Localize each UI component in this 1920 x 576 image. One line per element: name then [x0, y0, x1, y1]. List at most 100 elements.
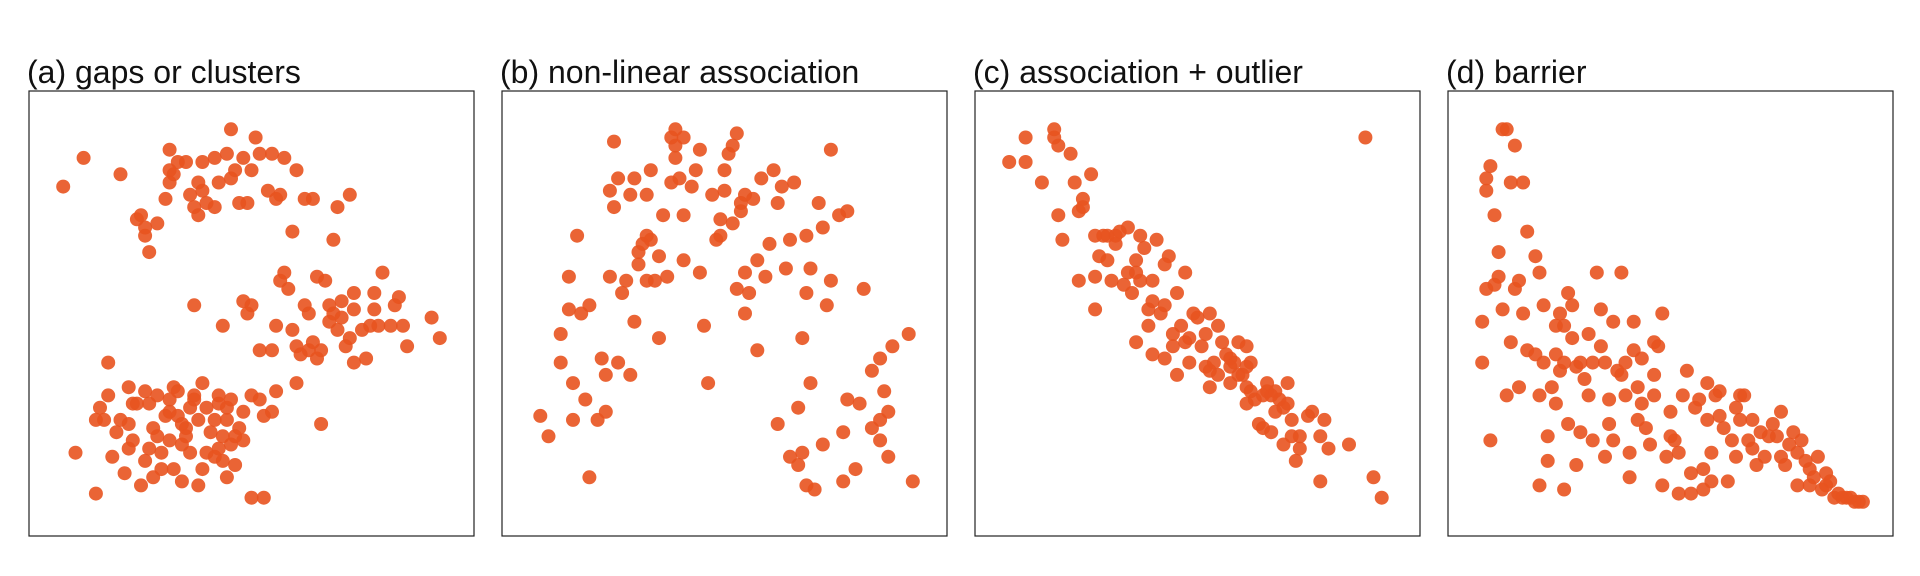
panel-d-point-29	[1540, 453, 1555, 468]
panel-b-point-98	[856, 281, 871, 296]
panel-c-point-22	[1104, 273, 1119, 288]
panel-d-point-40	[1569, 458, 1584, 472]
panel-a-point-23	[207, 200, 222, 215]
panel-d-point-131	[1532, 265, 1547, 280]
panel-a-point-40	[260, 183, 275, 198]
panel-c-title: (c) association + outlier	[973, 54, 1303, 90]
panel-d-point-137	[1622, 470, 1637, 485]
panel-d-point-106	[1794, 433, 1809, 448]
panel-d-point-9	[1491, 269, 1506, 284]
panel-d-point-50	[1602, 417, 1617, 431]
panel-d-point-104	[1790, 478, 1805, 493]
panel-b-point-87	[815, 220, 830, 235]
panel-d-point-95	[1757, 449, 1772, 464]
panel-c-point-36	[1145, 273, 1160, 288]
panel-a-point-101	[121, 380, 136, 395]
panel-c-point-98	[1223, 359, 1238, 374]
panel-b-point-114	[750, 343, 765, 358]
panel-b-point-73	[778, 261, 793, 276]
panel-b-point-56	[725, 216, 740, 231]
panel-d-point-76	[1692, 392, 1707, 407]
panel-a-point-16	[183, 187, 198, 202]
panel-a-point-34	[248, 130, 263, 145]
panel-a-point-15	[179, 155, 193, 169]
panel-b-point-44	[676, 208, 691, 223]
panel-a-point-168	[97, 412, 112, 427]
panel-d-point-88	[1733, 412, 1748, 427]
panel-a-point-142	[314, 417, 329, 431]
panel-a-point-171	[236, 404, 251, 419]
panel-b-point-54	[717, 163, 732, 178]
panel-a-point-170	[174, 417, 189, 431]
panel-c-point-52	[1198, 327, 1213, 341]
panel-a-point-24	[211, 175, 226, 190]
panel-b-point-83	[803, 376, 818, 391]
panel-b-point-58	[729, 126, 744, 141]
panel-b-point-42	[672, 171, 687, 186]
panel-b-point-18	[607, 134, 621, 149]
panel-a-point-96	[68, 445, 83, 460]
panel-b-point-117	[664, 130, 679, 145]
panel-b-point-67	[754, 171, 769, 186]
panel-d-point-66	[1651, 339, 1666, 354]
panel-c-point-107	[1260, 376, 1275, 391]
panel-a-point-30	[236, 150, 251, 165]
panel-d-point-147	[1557, 318, 1572, 333]
panel-d-point-37	[1561, 286, 1576, 300]
panel-a-point-41	[285, 224, 300, 239]
panel-b-point-36	[656, 208, 671, 223]
panel-d-point-67	[1655, 306, 1670, 321]
panel-b-point-23	[623, 367, 638, 382]
panel-a-point-72	[330, 322, 345, 337]
panel-a-point-164	[211, 441, 226, 456]
panel-a-point-5	[150, 216, 165, 231]
panel-c-point-42	[1161, 249, 1176, 264]
panel-d-point-57	[1622, 445, 1637, 460]
panel-d-point-144	[1618, 355, 1633, 370]
panel-a-point-35	[252, 146, 267, 161]
panel-d-point-56	[1618, 388, 1633, 403]
panel-c-point-48	[1182, 355, 1197, 370]
panel-c-point-102	[1198, 359, 1213, 374]
panel-b-point-9	[582, 470, 597, 485]
panel-c-point-41	[1157, 298, 1172, 313]
panel-d-point-64	[1647, 388, 1662, 403]
panel-b-point-111	[799, 478, 814, 493]
panel-c-point-51	[1194, 339, 1209, 354]
panel-b-point-35	[652, 331, 666, 346]
panel-d-point-134	[1548, 396, 1563, 411]
panel-d-point-69	[1663, 404, 1678, 419]
panel-d-point-72	[1675, 388, 1690, 403]
panel-d-point-101	[1778, 458, 1793, 472]
panel-c-point-32	[1137, 241, 1152, 255]
panel-b-point-63	[738, 306, 752, 321]
panel-d-point-138	[1655, 478, 1670, 493]
panel-d-point-35	[1557, 482, 1572, 497]
panel-a-point-124	[203, 425, 218, 440]
panel-a-point-161	[150, 388, 165, 403]
panel-a-point-36	[265, 146, 279, 161]
panel-a-point-20	[191, 208, 206, 223]
panel-c-point-37	[1145, 294, 1160, 309]
panel-c-point-103	[1133, 228, 1148, 243]
panel-a-title: (a) gaps or clusters	[27, 54, 301, 90]
panel-a-point-145	[191, 478, 206, 493]
panel-d-point-0	[1475, 355, 1490, 370]
panel-d-point-23	[1528, 249, 1543, 264]
panel-c-point-35	[1145, 347, 1160, 362]
panel-c-point-13	[1075, 191, 1090, 206]
panel-d-point-14	[1499, 388, 1514, 403]
panel-c-point-2	[1018, 130, 1033, 145]
panel-d-point-52	[1606, 433, 1621, 448]
panel-c: (c) association + outlier	[973, 54, 1421, 537]
panel-a-point-158	[109, 425, 124, 440]
panel-c-point-38	[1149, 232, 1164, 247]
panel-b-point-105	[881, 449, 896, 464]
panel-d-title: (d) barrier	[1446, 54, 1587, 90]
panel-a-point-45	[326, 232, 341, 247]
panel-b-point-108	[901, 327, 916, 341]
panel-a-point-107	[142, 441, 157, 456]
panel-b-point-76	[791, 400, 806, 415]
panel-a-point-85	[375, 265, 390, 280]
panel-b-point-47	[688, 163, 703, 178]
